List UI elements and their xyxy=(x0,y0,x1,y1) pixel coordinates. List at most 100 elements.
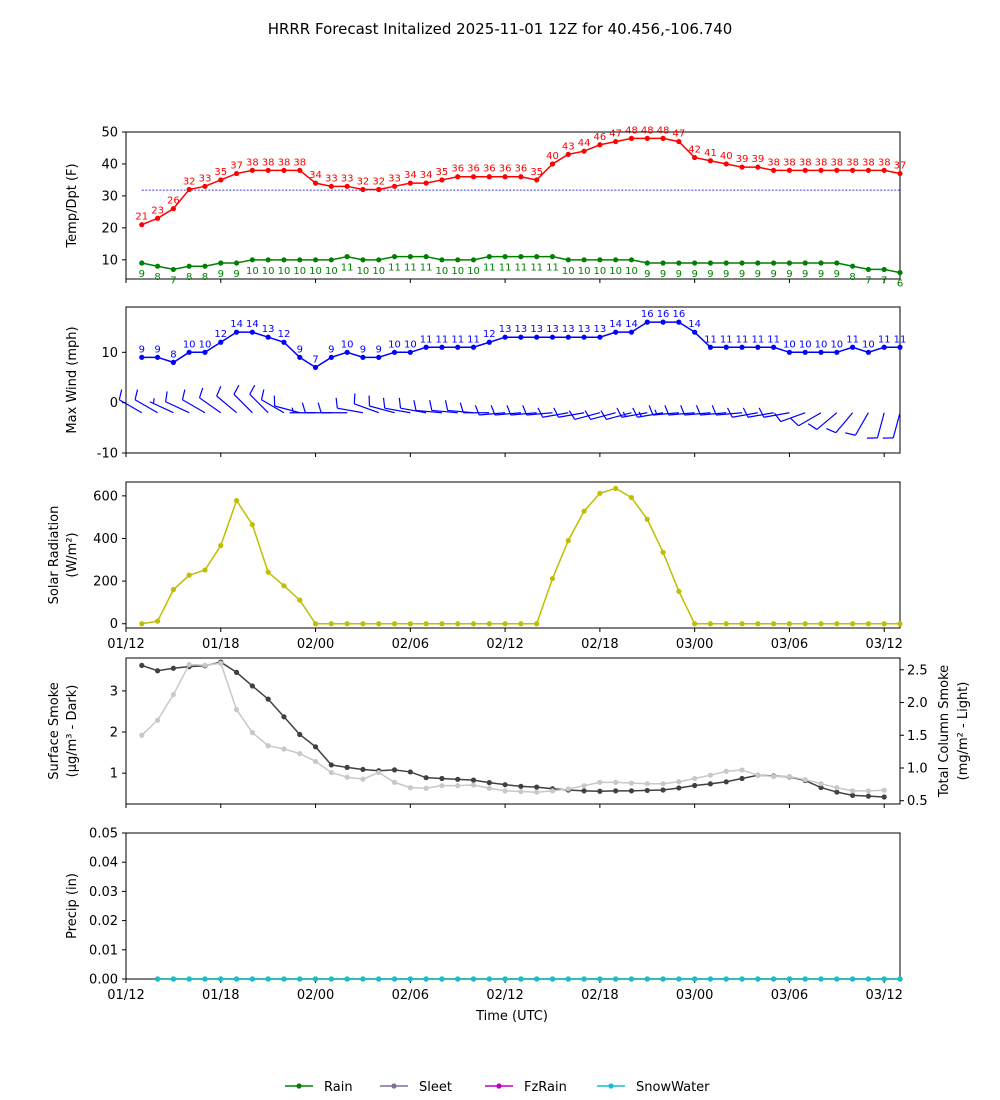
data-label: 33 xyxy=(388,173,401,184)
data-point xyxy=(202,662,208,668)
wind-barb-feather xyxy=(711,405,717,416)
data-point xyxy=(865,976,872,982)
data-point xyxy=(360,776,366,782)
data-label: 10 xyxy=(293,266,306,277)
wind-barb-shaft xyxy=(216,395,237,414)
data-point xyxy=(660,319,666,325)
wind-barb-shaft xyxy=(165,401,190,414)
data-point xyxy=(581,257,587,263)
data-point xyxy=(486,621,492,627)
wind-barb xyxy=(632,407,664,418)
y-tick-label: 600 xyxy=(93,489,118,504)
data-point xyxy=(723,344,729,350)
data-label: 9 xyxy=(154,344,160,355)
data-point xyxy=(218,177,224,183)
data-point xyxy=(881,976,887,982)
data-point xyxy=(455,621,461,627)
plot-frame xyxy=(125,832,901,980)
data-label: 38 xyxy=(246,157,259,168)
data-point xyxy=(802,976,808,982)
data-point xyxy=(850,788,856,794)
data-point xyxy=(597,142,603,148)
x-tick-label: 01/18 xyxy=(202,988,239,1003)
wind-barb-shaft xyxy=(816,412,838,430)
data-point xyxy=(597,334,603,340)
data-point xyxy=(644,135,650,141)
data-point xyxy=(139,621,145,627)
wind-barb-feather xyxy=(353,393,356,404)
data-point xyxy=(723,779,729,785)
data-point xyxy=(644,260,650,266)
data-point xyxy=(613,257,619,263)
wind-barb-feather xyxy=(260,389,265,400)
data-point xyxy=(170,692,176,698)
y-tick-label: 1 xyxy=(110,767,118,782)
legend-item-fzrain: FzRain xyxy=(485,1080,567,1095)
wind-barb-feather xyxy=(413,400,417,411)
wind-barb xyxy=(742,407,774,418)
data-point xyxy=(170,587,176,593)
wind-barb xyxy=(301,402,332,414)
data-point xyxy=(660,260,666,266)
data-label: 9 xyxy=(691,269,697,280)
data-label: 9 xyxy=(328,344,334,355)
wind-barb xyxy=(616,407,648,418)
data-point xyxy=(312,976,319,982)
legend-item-sleet: Sleet xyxy=(380,1080,452,1095)
wind-barb xyxy=(273,395,300,414)
data-point xyxy=(692,782,698,789)
wind-barb-feather xyxy=(553,407,560,418)
data-label: 33 xyxy=(199,173,212,184)
data-label: 38 xyxy=(878,157,891,168)
data-point xyxy=(360,186,366,193)
data-point xyxy=(518,334,524,340)
wind-barb xyxy=(695,405,727,416)
data-label: 36 xyxy=(467,164,480,175)
y-tick-label: 10 xyxy=(101,346,118,361)
data-label: 16 xyxy=(657,309,670,320)
wind-barb xyxy=(506,405,537,416)
data-point xyxy=(534,177,540,183)
data-point xyxy=(534,789,540,795)
data-label: 14 xyxy=(609,319,622,330)
data-label: 32 xyxy=(372,177,385,188)
wind-barb-feather xyxy=(790,418,799,427)
wind-barb xyxy=(807,412,838,430)
data-label: 7 xyxy=(312,354,318,365)
data-point xyxy=(834,167,840,173)
wind-barb-feather xyxy=(742,407,749,418)
data-label: 7 xyxy=(865,275,871,286)
data-label: 37 xyxy=(894,161,907,172)
data-point xyxy=(281,746,287,752)
data-point xyxy=(676,260,682,266)
data-point xyxy=(139,662,145,669)
data-point xyxy=(233,976,240,982)
data-label: 39 xyxy=(751,154,764,165)
data-label: 47 xyxy=(609,129,622,140)
data-label: 10 xyxy=(451,266,464,277)
data-point xyxy=(265,976,271,982)
data-point xyxy=(170,206,176,212)
data-point xyxy=(565,334,571,340)
wind-barb-shaft xyxy=(892,412,901,438)
data-label: 46 xyxy=(594,132,607,143)
y-tick-label: 20 xyxy=(101,221,118,236)
data-point xyxy=(202,349,208,355)
wind-barb xyxy=(584,410,616,421)
data-point xyxy=(818,976,824,982)
data-point xyxy=(660,976,666,982)
data-label: 13 xyxy=(578,324,591,335)
data-point xyxy=(534,254,540,260)
wind-barb-shaft xyxy=(606,412,632,421)
data-point xyxy=(549,788,556,794)
data-point xyxy=(423,785,429,791)
data-point xyxy=(344,764,350,770)
data-point xyxy=(518,788,524,795)
data-point xyxy=(344,976,350,982)
data-label: 13 xyxy=(546,324,559,335)
data-point xyxy=(707,621,714,627)
data-point xyxy=(360,257,366,263)
data-point xyxy=(233,260,240,266)
y-tick-label: 0.00 xyxy=(89,973,118,988)
